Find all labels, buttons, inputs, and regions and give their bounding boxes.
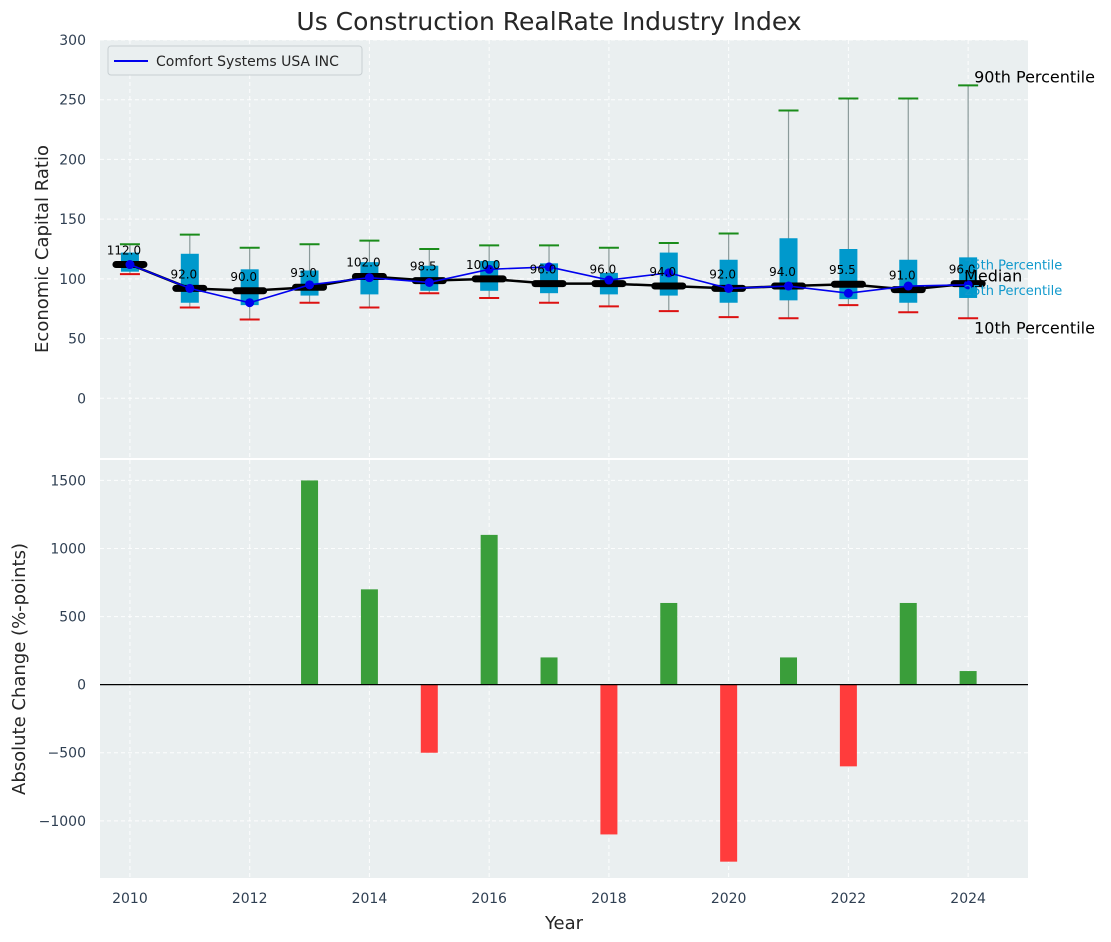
median-value-label: 95.5 (829, 263, 856, 277)
median-value-label: 100.0 (466, 258, 500, 272)
median-labels: 112.0 92.0 90.0 93.0 102.0 98.5 100.0 96.0 96.0 9… (107, 244, 976, 284)
chart-title: Us Construction RealRate Industry Index (296, 7, 801, 36)
x-ticks: 2010 2012 2014 2016 2018 2020 2022 2024 (112, 891, 986, 907)
series-point (724, 283, 734, 293)
annotation-10th-percentile: 10th Percentile (974, 318, 1095, 337)
change-bar (720, 684, 738, 862)
bottom-y-tick-label: 500 (59, 610, 86, 626)
median-value-label: 91.0 (889, 269, 916, 283)
top-y-axis-label: Economic Capital Ratio (32, 145, 53, 353)
x-tick-label: 2012 (232, 891, 268, 907)
bottom-y-tick-label: 1500 (50, 473, 86, 489)
annotation-median: Median (964, 267, 1022, 286)
median-value-label: 96.0 (530, 263, 557, 277)
box-iqr (719, 259, 738, 303)
bottom-y-axis-label: Absolute Change (%-points) (9, 543, 30, 795)
median-value-label: 98.5 (410, 260, 437, 274)
annotation-90th-percentile: 90th Percentile (974, 67, 1095, 86)
change-bar (360, 589, 378, 685)
change-bar (660, 602, 678, 685)
top-y-tick-label: 300 (59, 33, 86, 49)
median-value-label: 96.0 (949, 263, 976, 277)
annotation-25th-percentile: 25th Percentile (964, 284, 1062, 299)
median-value-label: 90.0 (230, 270, 257, 284)
series-point (125, 260, 135, 270)
legend: Comfort Systems USA INC (107, 45, 363, 76)
series-point (784, 281, 794, 291)
median-value-label: 94.0 (649, 265, 676, 279)
x-tick-label: 2010 (112, 891, 148, 907)
bottom-y-tick-label: 0 (77, 678, 86, 694)
change-bar (420, 684, 438, 753)
legend-box (107, 45, 363, 76)
box-iqr (959, 257, 978, 298)
change-bar (480, 534, 498, 685)
annotation-75th-percentile: 75th Percentile (964, 258, 1062, 273)
top-y-tick-label: 0 (77, 391, 86, 407)
bottom-y-tick-label: −500 (48, 746, 86, 762)
series-point (963, 280, 973, 290)
median-value-label: 92.0 (709, 267, 736, 281)
series-point (305, 280, 315, 290)
median-value-label: 96.0 (590, 263, 617, 277)
change-bar (600, 684, 618, 835)
x-tick-label: 2016 (471, 891, 507, 907)
bottom-y-tick-label: 1000 (50, 542, 86, 558)
series-point (364, 273, 374, 283)
top-y-tick-label: 250 (59, 93, 86, 109)
series-point (484, 264, 494, 274)
bottom-y-tick-label: −1000 (39, 814, 86, 830)
top-y-tick-label: 150 (59, 212, 86, 228)
median-value-label: 112.0 (107, 244, 141, 258)
median-value-label: 102.0 (346, 255, 380, 269)
series-point (185, 283, 195, 293)
series-point (903, 281, 913, 291)
series-point (843, 288, 853, 298)
x-tick-label: 2020 (711, 891, 747, 907)
bottom-plot-area (100, 460, 1028, 878)
x-tick-label: 2014 (352, 891, 388, 907)
change-bar (959, 671, 977, 685)
change-bars (301, 480, 977, 862)
change-bar (899, 602, 917, 685)
series-point (424, 277, 434, 287)
top-y-tick-label: 200 (59, 152, 86, 168)
median-value-label: 93.0 (290, 266, 317, 280)
change-bar (540, 657, 558, 685)
series-point (604, 275, 614, 285)
x-tick-label: 2024 (950, 891, 986, 907)
top-plot-area (100, 40, 1028, 458)
median-value-label: 92.0 (170, 267, 197, 281)
x-tick-label: 2022 (831, 891, 867, 907)
top-y-tick-label: 50 (68, 332, 86, 348)
change-bar (839, 684, 857, 767)
change-bar (301, 480, 319, 685)
legend-entry-comfort-systems: Comfort Systems USA INC (156, 54, 339, 70)
top-y-tick-label: 100 (59, 272, 86, 288)
x-axis-label: Year (544, 913, 584, 934)
bottom-y-ticks: −1000 −500 0 500 1000 1500 (39, 473, 86, 829)
box-iqr (240, 269, 259, 306)
change-bar (780, 657, 798, 685)
top-y-ticks: 0 50 100 150 200 250 300 (59, 33, 86, 407)
series-point (544, 262, 554, 272)
series-point (664, 268, 674, 278)
series-point (245, 298, 255, 308)
median-value-label: 94.0 (769, 265, 796, 279)
x-tick-label: 2018 (591, 891, 627, 907)
series-comfort-systems (125, 260, 973, 308)
